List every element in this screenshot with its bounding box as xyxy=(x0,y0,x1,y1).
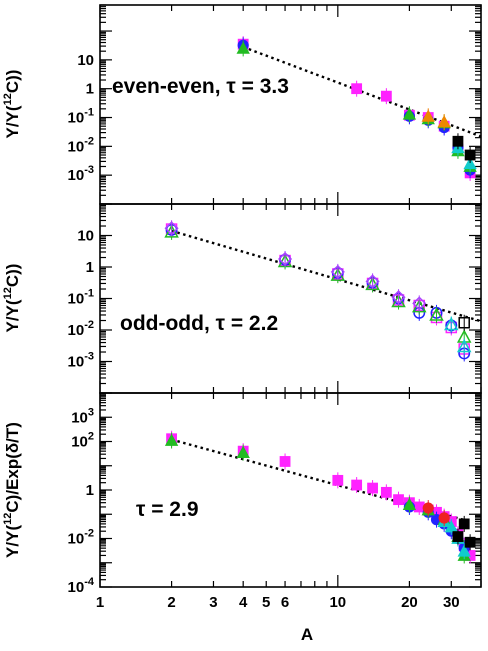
y-tick-label: 10 xyxy=(77,228,94,245)
data-point xyxy=(429,307,444,321)
data-point xyxy=(458,518,470,530)
series-0 xyxy=(165,221,470,357)
data-point xyxy=(444,520,458,533)
data-point xyxy=(351,83,363,95)
y-tick-label: 1 xyxy=(86,482,94,499)
data-point xyxy=(332,474,344,486)
panel-annotation: τ = 2.9 xyxy=(136,498,199,521)
y-tick-label: 1 xyxy=(86,81,94,98)
data-point xyxy=(164,221,179,236)
y-axis-title: Y/Y(12C)) xyxy=(2,70,22,139)
data-point xyxy=(437,115,451,128)
data-point xyxy=(236,445,250,458)
series-4 xyxy=(452,133,476,164)
series-5 xyxy=(421,108,451,130)
x-tick-label: 4 xyxy=(239,594,248,611)
x-tick-label: 3 xyxy=(209,594,217,611)
x-tick-label: 20 xyxy=(401,594,418,611)
series-1 xyxy=(165,221,471,362)
panel-annotation: odd-odd, τ = 2.2 xyxy=(120,312,278,335)
y-tick-label: 103 xyxy=(71,406,94,426)
panel-middle: 10 1 10-1 10-2 10-3 odd-odd, τ = 2.2 Y/Y(12C)) xyxy=(2,203,482,394)
data-point xyxy=(365,274,380,289)
y-tick-label: 10-3 xyxy=(68,351,94,371)
y-axis-title: Y/Y(12C)/Exp(δ/T) xyxy=(2,422,22,558)
data-point xyxy=(164,433,179,446)
data-point xyxy=(380,90,392,102)
x-tick-label: 30 xyxy=(443,594,460,611)
data-point xyxy=(351,479,363,491)
x-tick-label: 5 xyxy=(262,594,270,611)
y-tick-label: 10-1 xyxy=(68,107,94,127)
y-tick-label: 102 xyxy=(71,431,94,451)
x-tick-label: 1 xyxy=(96,594,104,611)
y-tick-label: 10-2 xyxy=(68,319,94,339)
series-2 xyxy=(164,432,471,564)
panel-top: 10 1 10-1 10-2 10-3 even-even, τ = 3.3 Y/Y(12C… xyxy=(2,4,482,205)
data-point xyxy=(444,316,459,331)
y-tick-label: 10-3 xyxy=(68,164,94,184)
panel-frame xyxy=(99,392,482,588)
y-tick-label: 10-4 xyxy=(68,576,95,596)
x-tick-label: 10 xyxy=(329,594,346,611)
data-point xyxy=(463,156,477,170)
y-tick-label: 1 xyxy=(86,259,94,276)
data-point xyxy=(391,290,406,305)
series-5 xyxy=(458,314,470,331)
data-point xyxy=(402,497,417,510)
data-point xyxy=(330,264,345,279)
data-point xyxy=(236,41,250,54)
x-axis-title: A xyxy=(301,625,313,644)
series-4 xyxy=(452,515,476,551)
data-point xyxy=(458,316,470,329)
data-point xyxy=(393,494,404,506)
data-point xyxy=(452,135,464,147)
data-point xyxy=(421,109,435,122)
series-4 xyxy=(444,316,472,355)
x-tick-label: 2 xyxy=(167,594,175,611)
y-tick-label: 10-2 xyxy=(68,528,94,548)
series-5 xyxy=(422,500,450,527)
data-point xyxy=(367,482,378,494)
panel-annotation: even-even, τ = 3.3 xyxy=(112,75,289,98)
panel-frame xyxy=(99,203,482,394)
data-point xyxy=(412,296,427,311)
x-tick-label: 6 xyxy=(281,594,289,611)
y-tick-label: 10-1 xyxy=(68,288,94,308)
y-tick-label: 10-2 xyxy=(68,135,94,155)
data-point xyxy=(422,502,434,514)
data-point xyxy=(279,456,291,467)
data-point xyxy=(452,531,464,542)
panel-frame xyxy=(99,4,482,205)
data-point xyxy=(456,338,472,353)
data-point xyxy=(438,512,450,524)
data-point xyxy=(464,536,476,548)
data-point xyxy=(464,149,476,161)
data-point xyxy=(277,251,293,267)
series-3 xyxy=(164,220,427,312)
data-point xyxy=(380,486,392,498)
data-point xyxy=(457,544,471,557)
data-point xyxy=(402,107,417,120)
y-tick-label: 10 xyxy=(77,52,94,69)
y-axis-title: Y/Y(12C)) xyxy=(2,264,22,333)
series-2 xyxy=(236,40,477,175)
